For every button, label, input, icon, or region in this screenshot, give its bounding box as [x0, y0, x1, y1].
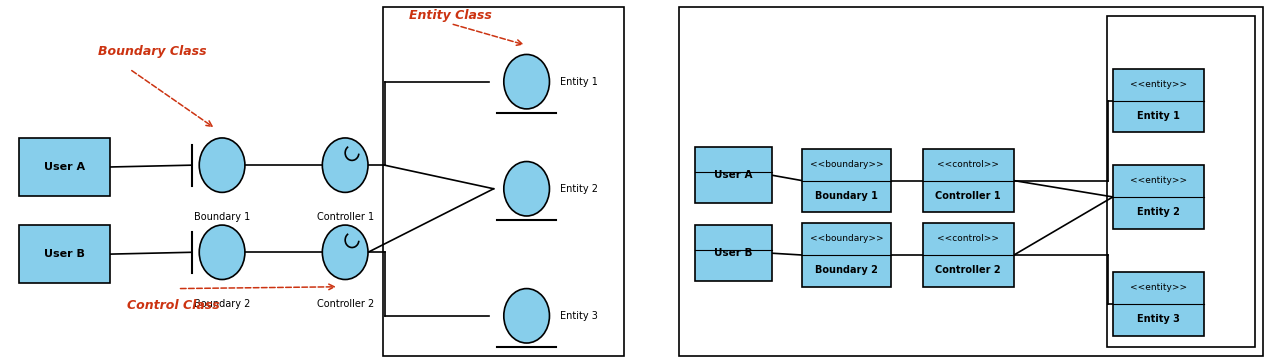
Text: Controller 1: Controller 1 — [316, 212, 374, 223]
Text: Boundary 1: Boundary 1 — [815, 191, 878, 201]
Text: Boundary 2: Boundary 2 — [194, 299, 250, 310]
FancyBboxPatch shape — [19, 138, 110, 196]
Ellipse shape — [199, 138, 245, 192]
Text: Boundary 1: Boundary 1 — [194, 212, 250, 223]
Text: User A: User A — [44, 162, 85, 172]
Text: Entity 2: Entity 2 — [1137, 207, 1180, 217]
Text: Controller 2: Controller 2 — [935, 265, 1001, 275]
Text: Entity 1: Entity 1 — [560, 77, 598, 87]
Text: <<entity>>: <<entity>> — [1129, 176, 1188, 185]
FancyBboxPatch shape — [923, 149, 1014, 212]
Text: Boundary Class: Boundary Class — [98, 45, 207, 58]
Text: Entity 3: Entity 3 — [560, 311, 598, 321]
Text: Entity 3: Entity 3 — [1137, 314, 1180, 324]
FancyBboxPatch shape — [802, 223, 891, 287]
Text: <<boundary>>: <<boundary>> — [810, 160, 883, 168]
Text: <<entity>>: <<entity>> — [1129, 80, 1188, 89]
Text: Controller 1: Controller 1 — [935, 191, 1001, 201]
Text: Boundary 2: Boundary 2 — [815, 265, 878, 275]
FancyBboxPatch shape — [1113, 272, 1204, 336]
Text: User B: User B — [44, 249, 85, 259]
Text: <<control>>: <<control>> — [938, 160, 999, 168]
Text: Entity Class: Entity Class — [409, 9, 492, 22]
Text: User B: User B — [714, 248, 753, 258]
FancyBboxPatch shape — [1113, 165, 1204, 229]
Text: <<boundary>>: <<boundary>> — [810, 234, 883, 243]
FancyBboxPatch shape — [923, 223, 1014, 287]
FancyBboxPatch shape — [19, 225, 110, 283]
Ellipse shape — [504, 54, 549, 109]
FancyBboxPatch shape — [695, 147, 772, 203]
Ellipse shape — [199, 225, 245, 280]
Text: Controller 2: Controller 2 — [316, 299, 374, 310]
Ellipse shape — [322, 225, 368, 280]
FancyBboxPatch shape — [695, 225, 772, 281]
Ellipse shape — [504, 289, 549, 343]
FancyBboxPatch shape — [1113, 69, 1204, 132]
Text: Entity 2: Entity 2 — [560, 184, 598, 194]
Text: <<entity>>: <<entity>> — [1129, 283, 1188, 292]
Ellipse shape — [504, 162, 549, 216]
Text: <<control>>: <<control>> — [938, 234, 999, 243]
Text: Control Class: Control Class — [127, 299, 220, 313]
Ellipse shape — [322, 138, 368, 192]
Text: Entity 1: Entity 1 — [1137, 111, 1180, 121]
Text: User A: User A — [714, 170, 753, 180]
FancyBboxPatch shape — [802, 149, 891, 212]
